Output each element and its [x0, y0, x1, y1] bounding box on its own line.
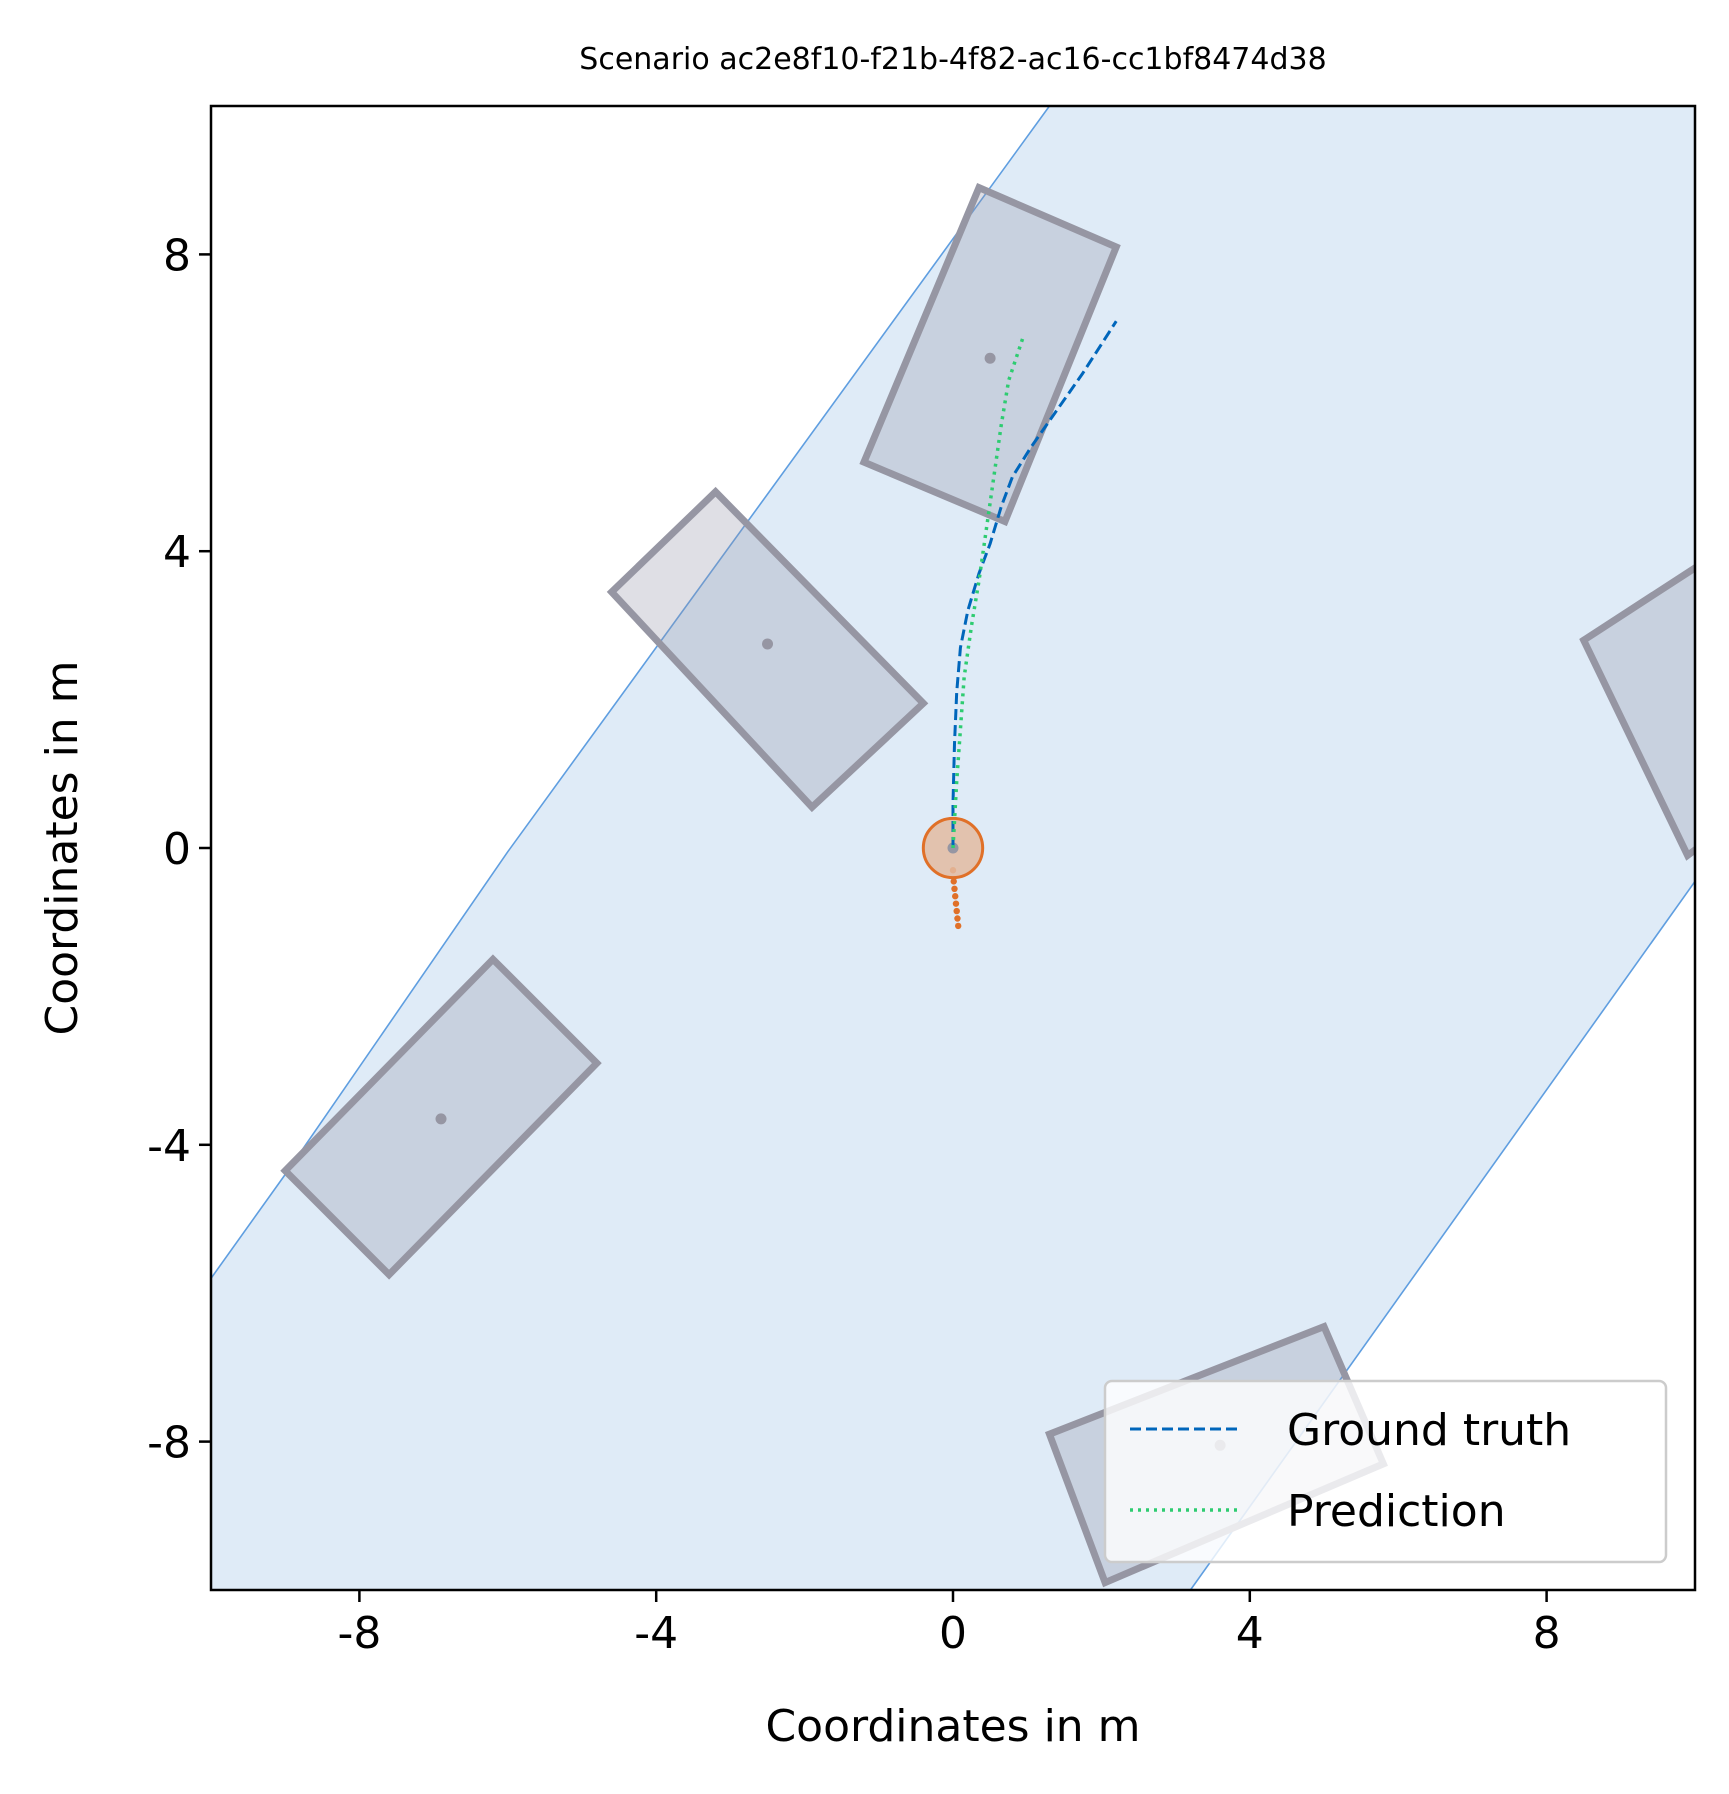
prediction-line — [951, 335, 1026, 849]
x-tick-label: -8 — [337, 1608, 381, 1659]
vehicle-box-1 — [606, 486, 929, 813]
x-axis-label: Coordinates in m — [765, 1701, 1140, 1752]
x-axis-ticks: -8 -4 0 4 8 — [337, 1590, 1561, 1659]
chart-title: Scenario ac2e8f10-f21b-4f82-ac16-cc1bf84… — [579, 42, 1326, 77]
history-point-7 — [954, 922, 962, 930]
history-point-5 — [953, 907, 960, 915]
ground-truth-line — [951, 320, 1118, 848]
vehicle-center-2 — [435, 1113, 447, 1125]
y-tick-label: -8 — [147, 1418, 191, 1469]
x-tick-label: 8 — [1533, 1608, 1561, 1659]
legend-box — [1103, 1379, 1668, 1564]
x-tick-label: 4 — [1236, 1608, 1264, 1659]
history-point-1 — [950, 878, 957, 885]
y-axis-label: Coordinates in m — [37, 660, 88, 1035]
y-tick-label: 4 — [163, 527, 191, 578]
legend-label-prediction: Prediction — [1287, 1486, 1506, 1537]
history-point-3 — [952, 893, 959, 900]
y-tick-label: -4 — [147, 1121, 191, 1172]
vehicle-box-3 — [1579, 563, 1695, 861]
legend: Ground truth Prediction — [1103, 1379, 1668, 1564]
vehicle-center-0 — [984, 352, 996, 364]
y-axis-ticks: -8 -4 0 4 8 — [147, 230, 211, 1469]
vehicle-center-1 — [762, 638, 773, 650]
y-tick-label: 0 — [163, 824, 191, 875]
history-point-2 — [951, 885, 958, 893]
legend-label-ground-truth: Ground truth — [1287, 1405, 1571, 1456]
lane-boundary-left — [211, 106, 1051, 1279]
history-point-6 — [954, 915, 961, 922]
x-tick-label: 0 — [939, 1608, 967, 1659]
history-point-4 — [952, 900, 960, 907]
y-tick-label: 8 — [163, 230, 191, 281]
x-tick-label: -4 — [634, 1608, 678, 1659]
